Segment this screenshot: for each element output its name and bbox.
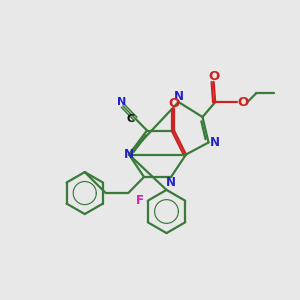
Text: O: O (168, 97, 180, 110)
Text: N: N (166, 176, 176, 189)
Text: F: F (135, 194, 143, 207)
Text: O: O (237, 96, 248, 109)
Text: N: N (123, 148, 134, 161)
Text: N: N (173, 90, 184, 103)
Text: C: C (127, 114, 135, 124)
Text: O: O (208, 70, 219, 83)
Text: N: N (210, 136, 220, 149)
Text: N: N (117, 97, 126, 107)
